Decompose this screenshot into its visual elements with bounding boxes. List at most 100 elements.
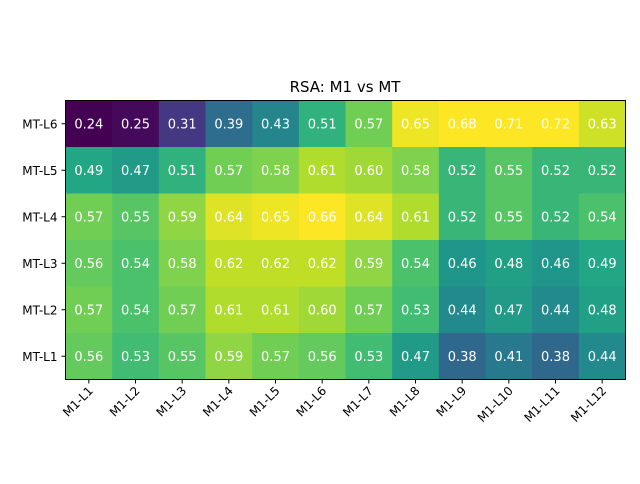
heatmap-cell [158, 333, 206, 380]
heatmap-cell [532, 100, 580, 148]
cell-value-label: 0.41 [494, 350, 523, 365]
cell-value-labels: 0.24 0.25 0.31 0.39 0.43 0.51 0.57 0.65 0.68 0.71… [74, 117, 616, 365]
cell-value-label: 0.38 [448, 350, 477, 365]
x-tick-label: M1-L12 [568, 384, 609, 425]
heatmap-cell [438, 240, 486, 287]
heatmap-cell [112, 240, 160, 287]
cell-value-label: 0.47 [401, 350, 430, 365]
heatmap-cells [65, 100, 626, 380]
heatmap-cell [345, 333, 393, 380]
cell-value-label: 0.62 [308, 257, 337, 272]
cell-value-label: 0.64 [354, 210, 383, 225]
heatmap-cell [532, 147, 580, 194]
heatmap-cell [252, 333, 300, 380]
cell-value-label: 0.65 [401, 117, 430, 132]
heatmap-cell [158, 240, 206, 287]
heatmap-cell [485, 147, 533, 194]
cell-value-label: 0.58 [261, 164, 290, 179]
heatmap-cell [438, 286, 486, 334]
cell-value-label: 0.51 [308, 117, 337, 132]
y-tick-label: MT-L3 [22, 257, 57, 271]
cell-value-label: 0.44 [448, 303, 477, 318]
heatmap-cell [345, 286, 393, 334]
y-tick-label: MT-L4 [22, 210, 57, 224]
heatmap-cell [392, 193, 440, 241]
x-tick-label: M1-L10 [475, 384, 516, 425]
cell-value-label: 0.65 [261, 210, 290, 225]
heatmap-cell [158, 147, 206, 194]
cell-value-label: 0.57 [354, 303, 383, 318]
heatmap-cell [65, 286, 113, 334]
heatmap-cell [532, 240, 580, 287]
y-tick-label: MT-L5 [22, 164, 57, 178]
cell-value-label: 0.54 [401, 257, 430, 272]
heatmap-cell [298, 100, 346, 148]
cell-value-label: 0.64 [214, 210, 243, 225]
cell-value-label: 0.53 [401, 303, 430, 318]
heatmap-cell [345, 193, 393, 241]
cell-value-label: 0.61 [214, 303, 243, 318]
cell-value-label: 0.43 [261, 117, 290, 132]
heatmap-cell [252, 147, 300, 194]
cell-value-label: 0.57 [74, 303, 103, 318]
cell-value-label: 0.57 [261, 350, 290, 365]
heatmap-cell [252, 240, 300, 287]
plot-frame [65, 100, 626, 380]
heatmap-cell [438, 333, 486, 380]
heatmap-cell [485, 333, 533, 380]
cell-value-label: 0.61 [401, 210, 430, 225]
heatmap-cell [578, 100, 626, 148]
heatmap-cell [485, 286, 533, 334]
heatmap-cell [578, 193, 626, 241]
cell-value-label: 0.55 [494, 164, 523, 179]
heatmap-cell [65, 147, 113, 194]
cell-value-label: 0.52 [448, 210, 477, 225]
heatmap-cell [392, 286, 440, 334]
heatmap-cell [112, 286, 160, 334]
heatmap-cell [578, 286, 626, 334]
cell-value-label: 0.71 [494, 117, 523, 132]
cell-value-label: 0.24 [74, 117, 103, 132]
heatmap-cell [112, 193, 160, 241]
cell-value-label: 0.48 [494, 257, 523, 272]
x-tick-label: M1-L8 [387, 384, 423, 420]
cell-value-label: 0.57 [214, 164, 243, 179]
heatmap-cell [438, 193, 486, 241]
cell-value-label: 0.72 [541, 117, 570, 132]
x-tick-label: M1-L6 [293, 384, 329, 420]
y-tick-label: MT-L6 [22, 117, 57, 131]
cell-value-label: 0.49 [74, 164, 103, 179]
heatmap-cell [438, 147, 486, 194]
heatmap-cell [205, 193, 253, 241]
heatmap-cell [65, 100, 113, 148]
heatmap-cell [485, 240, 533, 287]
cell-value-label: 0.61 [261, 303, 290, 318]
cell-value-label: 0.52 [541, 164, 570, 179]
cell-value-label: 0.44 [588, 350, 617, 365]
cell-value-label: 0.46 [541, 257, 570, 272]
cell-value-label: 0.63 [588, 117, 617, 132]
x-tick-label: M1-L1 [60, 384, 96, 420]
x-tick-label: M1-L5 [247, 384, 283, 420]
heatmap-cell [298, 240, 346, 287]
cell-value-label: 0.56 [308, 350, 337, 365]
cell-value-label: 0.54 [121, 303, 150, 318]
cell-value-label: 0.49 [588, 257, 617, 272]
cell-value-label: 0.57 [74, 210, 103, 225]
cell-value-label: 0.55 [121, 210, 150, 225]
heatmap-cell [65, 240, 113, 287]
cell-value-label: 0.51 [168, 164, 197, 179]
cell-value-label: 0.54 [588, 210, 617, 225]
x-tick-label: M1-L2 [107, 384, 143, 420]
cell-value-label: 0.52 [588, 164, 617, 179]
heatmap-cell [392, 240, 440, 287]
heatmap-cell [112, 100, 160, 148]
cell-value-label: 0.56 [74, 350, 103, 365]
heatmap-cell [485, 193, 533, 241]
cell-value-label: 0.59 [168, 210, 197, 225]
heatmap-cell [392, 100, 440, 148]
cell-value-label: 0.62 [261, 257, 290, 272]
cell-value-label: 0.53 [121, 350, 150, 365]
